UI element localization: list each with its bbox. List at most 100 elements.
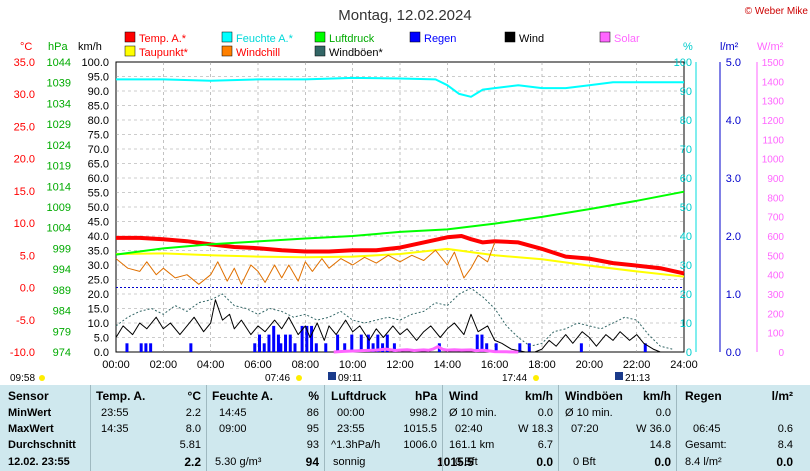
tick-temp: -5.0 — [16, 315, 35, 327]
wind-max: W 18.3 — [518, 423, 553, 435]
legend-label: Wind — [519, 33, 544, 45]
tick-rain: 5.0 — [726, 57, 741, 69]
tick-x: 24:00 — [670, 359, 698, 371]
wind-unit: km/h — [524, 389, 553, 403]
wind-avg10-label: Ø 10 min. — [449, 407, 497, 419]
tick-temp: 25.0 — [14, 121, 35, 133]
rain-bar — [262, 343, 266, 352]
gust-avg: 14.8 — [649, 439, 671, 451]
gust-header: Windböen — [565, 389, 623, 403]
series-windb-en — [115, 287, 673, 350]
grid — [116, 62, 684, 352]
tick-press: 979 — [53, 326, 71, 338]
tick-solar: 1100 — [762, 135, 784, 146]
rain-bar — [258, 334, 261, 352]
col-sensor: Sensor MinWert MaxWert Durchschnitt 12.0… — [0, 385, 90, 471]
unit-rain: l/m² — [720, 41, 739, 53]
copyright-link[interactable]: © Weber Mike — [745, 6, 809, 17]
rain-bar — [125, 343, 129, 352]
rain-bar — [579, 343, 583, 352]
legend-swatch — [314, 31, 326, 43]
tick-hum: 90 — [680, 86, 692, 98]
tick-x: 08:00 — [292, 359, 320, 371]
hum-unit: % — [308, 389, 319, 403]
tick-wind: 100.0 — [81, 57, 109, 69]
legend-label: Solar — [614, 33, 640, 45]
legend-swatch — [221, 31, 233, 43]
rain-bar — [284, 334, 288, 352]
axes — [695, 62, 758, 352]
tick-solar: 600 — [767, 232, 784, 243]
rain-max-time: 06:45 — [693, 423, 721, 435]
rain-header: Regen — [685, 389, 722, 403]
press-max-time: 23:55 — [337, 423, 365, 435]
press-header: Luftdruck — [331, 389, 387, 403]
tick-wind: 75.0 — [88, 130, 109, 142]
tick-solar: 100 — [767, 329, 784, 340]
wind-max-time: 02:40 — [455, 423, 483, 435]
hum-abs: 5.30 g/m³ — [215, 456, 262, 468]
unit-wind: km/h — [78, 41, 102, 53]
moonrise-icon — [328, 372, 336, 380]
hum-avg: 93 — [306, 439, 319, 451]
tick-wind: 25.0 — [88, 275, 109, 287]
rain-bar — [385, 334, 389, 352]
press-max: 1015.5 — [403, 423, 437, 435]
sunrise-time: 07:46 — [265, 373, 290, 384]
tick-temp: 20.0 — [14, 154, 35, 166]
trend-up-icon: ↑ — [437, 455, 443, 469]
series-solar — [333, 345, 519, 354]
day-start-time: 09:58 — [10, 373, 35, 384]
tick-hum: 50 — [680, 202, 692, 214]
tick-solar: 500 — [767, 251, 784, 262]
hum-current: 94 — [305, 455, 319, 469]
tick-x: 00:00 — [102, 359, 130, 371]
tick-rain: 0.0 — [726, 347, 741, 359]
tick-x: 14:00 — [434, 359, 462, 371]
statistics-table: Sensor MinWert MaxWert Durchschnitt 12.0… — [0, 385, 810, 471]
gust-bft: 0 Bft — [573, 456, 596, 468]
legend-label: Taupunkt* — [139, 47, 189, 59]
rain-total: 8.4 — [777, 439, 793, 451]
hum-header: Feuchte A. — [212, 389, 273, 403]
col-temp: Temp. A. °C 23:55 2.2 14:35 8.0 5.81 2.2 — [90, 385, 207, 471]
sunset-time: 17:44 — [502, 373, 527, 384]
tick-x: 10:00 — [339, 359, 367, 371]
tick-hum: 40 — [680, 231, 692, 243]
tick-press: 1004 — [47, 223, 71, 235]
wind-avg10: 0.0 — [537, 407, 553, 419]
tick-rain: 3.0 — [726, 173, 741, 185]
temp-unit: °C — [187, 389, 201, 403]
tick-temp: 5.0 — [20, 250, 35, 262]
tick-rain: 1.0 — [726, 289, 741, 301]
rain-bar — [288, 334, 292, 352]
rain-bar — [643, 343, 647, 352]
row-label: MinWert — [8, 407, 52, 419]
rain-bar — [392, 343, 396, 352]
legend-label: Temp. A.* — [139, 33, 187, 45]
rain-bar — [336, 334, 340, 352]
tick-solar: 1200 — [762, 116, 785, 127]
legend-swatch — [314, 45, 326, 57]
rain-bar — [300, 325, 304, 352]
tick-wind: 70.0 — [88, 144, 109, 156]
unit-hum: % — [683, 41, 693, 53]
rain-bar — [350, 334, 354, 352]
temp-min-time: 23:55 — [101, 407, 129, 419]
wind-run: 161.1 km — [449, 439, 495, 451]
tick-hum: 0 — [686, 347, 692, 359]
rain-bar — [366, 334, 370, 352]
press-current: 1015.5 — [437, 455, 474, 469]
tick-hum: 70 — [680, 144, 692, 156]
tick-wind: 95.0 — [88, 72, 109, 84]
tick-x: 06:00 — [244, 359, 272, 371]
tick-press: 984 — [53, 306, 71, 318]
rain-current: 0.0 — [776, 455, 793, 469]
rain-total-label: Gesamt: — [685, 439, 727, 451]
tick-wind: 35.0 — [88, 246, 109, 258]
tick-wind: 10.0 — [88, 318, 109, 330]
tick-temp: 35.0 — [14, 57, 35, 69]
col-rain: Regen l/m² 06:45 0.6 Gesamt: 8.4 8.4 l/m² 0.… — [676, 385, 799, 471]
tick-x: 16:00 — [481, 359, 509, 371]
moonrise-time: 09:11 — [338, 373, 363, 384]
